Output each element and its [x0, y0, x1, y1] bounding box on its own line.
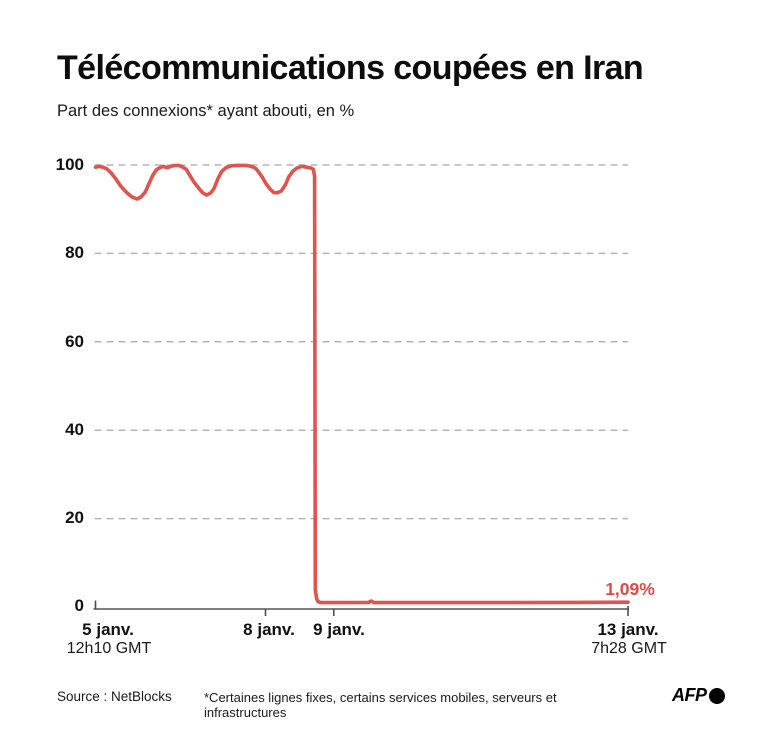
- x-tick-sublabel-12h10: 12h10 GMT: [66, 640, 152, 657]
- x-tick-sublabel-7h28: 7h28 GMT: [591, 640, 667, 657]
- afp-logo-text: AFP: [672, 685, 707, 705]
- y-tick-label-80: 80: [65, 243, 84, 262]
- page-title: Télécommunications coupées en Iran: [57, 49, 644, 87]
- x-tick-label-5janv: 5 janv.: [82, 620, 134, 639]
- afp-logo: AFP: [672, 685, 725, 706]
- x-tick-label-8janv: 8 janv.: [243, 620, 295, 639]
- x-tick-label-9janv: 9 janv.: [313, 620, 365, 639]
- source-credit: Source : NetBlocks: [57, 689, 172, 704]
- x-tick-label-13janv: 13 janv.: [597, 620, 659, 639]
- footnote: *Certaines lignes fixes, certains servic…: [204, 690, 557, 720]
- y-tick-label-40: 40: [65, 420, 84, 439]
- data-line: [93, 163, 630, 605]
- y-tick-label-20: 20: [65, 508, 84, 527]
- y-tick-label-60: 60: [65, 332, 84, 351]
- afp-logo-dot-icon: [708, 687, 725, 704]
- y-tick-label-0: 0: [74, 596, 84, 615]
- chart-subtitle: Part des connexions* ayant abouti, en %: [57, 102, 355, 120]
- y-tick-label-100: 100: [55, 155, 84, 174]
- end-value-annotation: 1,09%: [605, 579, 655, 599]
